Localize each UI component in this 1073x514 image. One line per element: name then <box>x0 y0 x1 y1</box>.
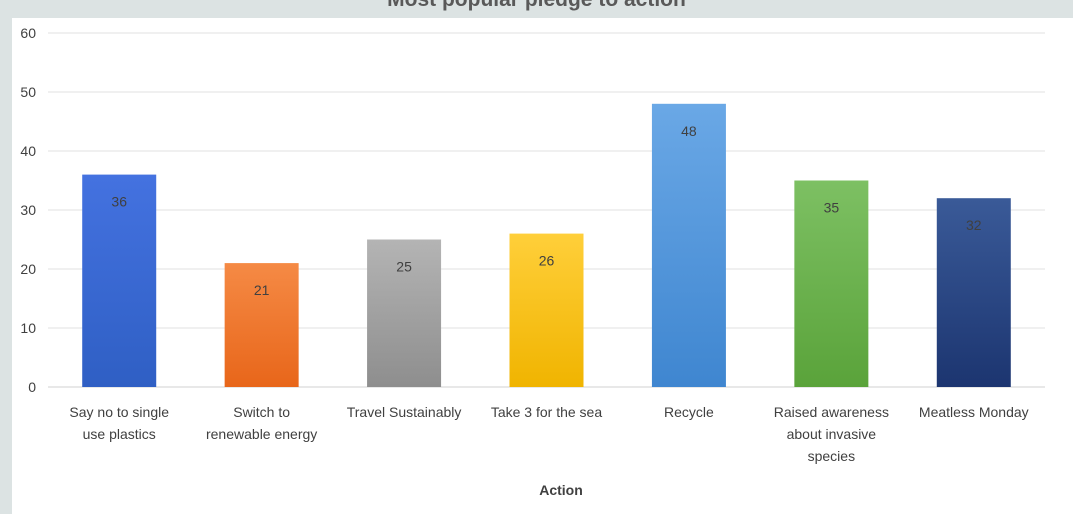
bar <box>82 174 157 387</box>
data-label: 26 <box>539 253 555 269</box>
data-label: 36 <box>111 194 127 210</box>
gridlines <box>48 32 1045 388</box>
y-tick-label: 20 <box>20 261 36 277</box>
y-tick-label: 10 <box>20 320 36 336</box>
x-axis-categories: Say no to single use plastics Switch to ren… <box>69 404 1028 464</box>
x-axis-title: Action <box>539 482 583 498</box>
x-category-label: Say no to single use plastics <box>69 404 169 442</box>
bar <box>794 180 869 387</box>
y-axis-ticks: 0 10 20 30 40 50 60 <box>20 25 36 395</box>
x-category-label: Recycle <box>664 404 714 420</box>
x-category-label: Switch to renewable energy <box>206 404 317 442</box>
bar <box>936 198 1011 387</box>
bar <box>651 103 726 388</box>
bar <box>367 239 442 387</box>
y-tick-label: 30 <box>20 202 36 218</box>
bar <box>509 233 584 387</box>
data-label: 25 <box>396 259 412 275</box>
bar <box>224 263 299 387</box>
data-label: 32 <box>966 217 982 233</box>
x-category-label: Raised awareness about invasive species <box>774 404 889 464</box>
data-labels: 36 21 25 26 48 35 32 <box>111 123 981 298</box>
data-label: 48 <box>681 123 697 139</box>
chart-title: Most popular pledge to action <box>0 0 1073 12</box>
data-label: 21 <box>254 282 270 298</box>
x-category-label: Take 3 for the sea <box>491 404 603 420</box>
x-category-label: Travel Sustainably <box>347 404 462 420</box>
y-tick-label: 60 <box>20 25 36 41</box>
data-label: 35 <box>824 200 840 216</box>
x-category-label: Meatless Monday <box>919 404 1029 420</box>
y-tick-label: 0 <box>28 379 36 395</box>
bars <box>82 103 1011 388</box>
y-tick-label: 50 <box>20 84 36 100</box>
y-tick-label: 40 <box>20 143 36 159</box>
